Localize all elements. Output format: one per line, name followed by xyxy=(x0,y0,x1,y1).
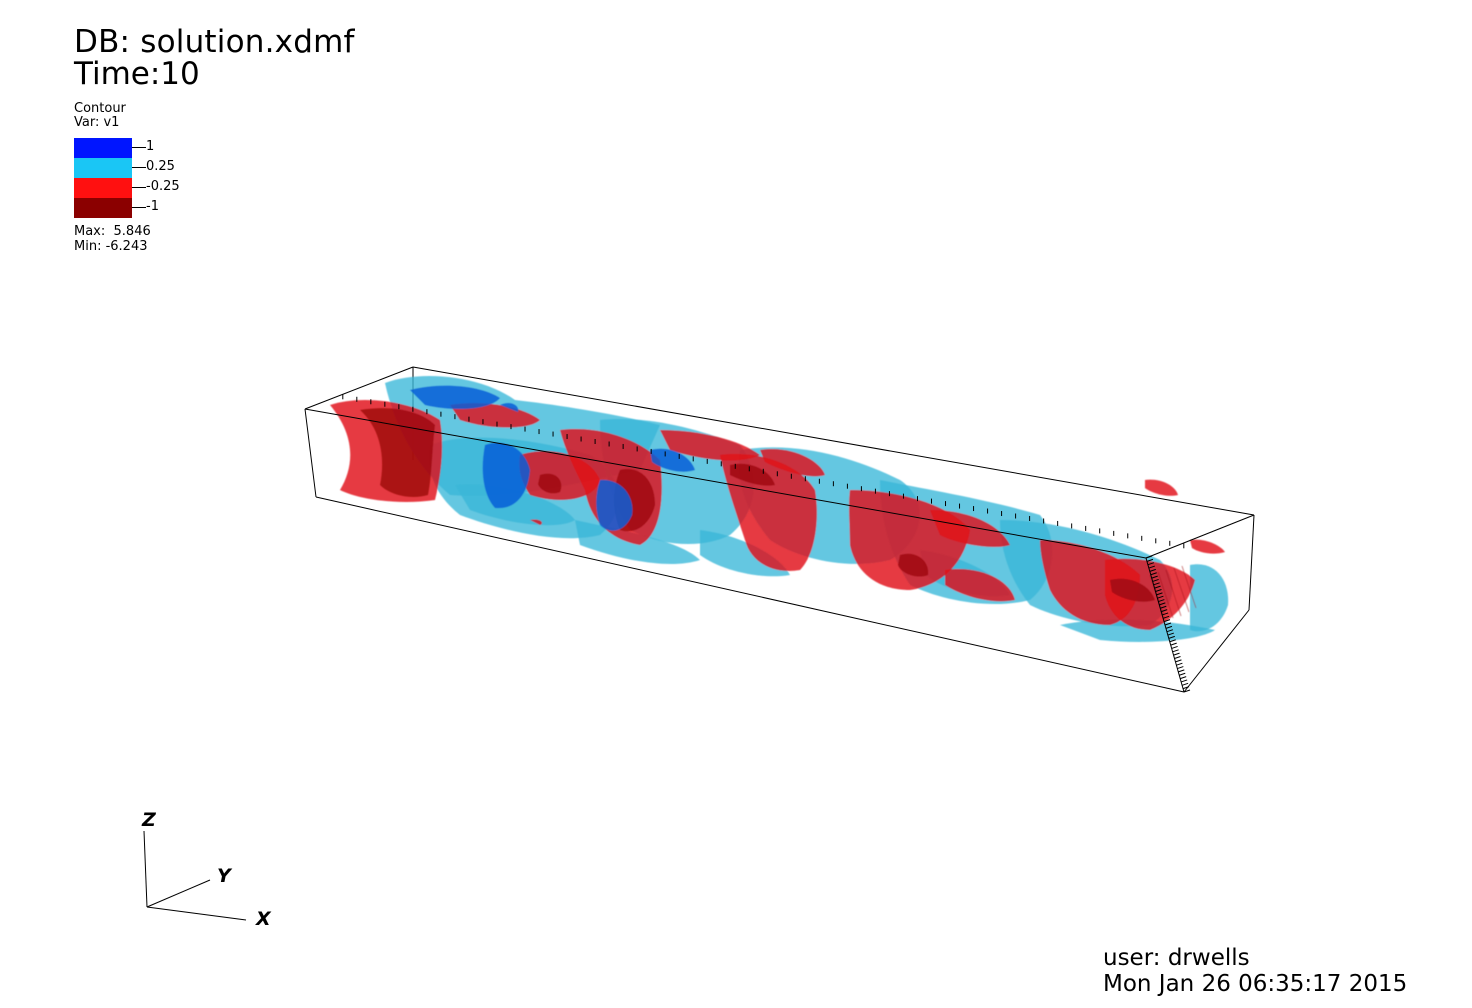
legend-level: -1 xyxy=(74,198,194,218)
axis-tick xyxy=(1156,592,1163,596)
triad-z-axis xyxy=(143,830,148,908)
axis-tick xyxy=(1155,589,1162,592)
axis-tick xyxy=(1151,575,1158,579)
axis-tick xyxy=(1154,585,1161,589)
axis-tick xyxy=(1158,599,1165,603)
axis-ticks xyxy=(342,394,1191,693)
axis-tick xyxy=(1182,686,1190,690)
axis-tick xyxy=(1161,612,1169,616)
axis-tick xyxy=(1180,679,1188,683)
axis-tick xyxy=(1175,659,1182,663)
axis-tick xyxy=(1159,602,1166,606)
legend-swatch xyxy=(74,138,132,158)
legend-min: Min: -6.243 xyxy=(74,239,148,254)
axis-tick xyxy=(1150,572,1157,576)
axis-tick xyxy=(1171,645,1178,649)
axis-tick xyxy=(1172,649,1179,653)
legend-level-label: 0.25 xyxy=(146,159,175,174)
legend-swatch xyxy=(74,178,132,198)
axis-tick xyxy=(1164,622,1172,626)
axis-tick xyxy=(1173,652,1180,656)
axis-tick xyxy=(1178,669,1185,673)
legend-max: Max: 5.846 xyxy=(74,224,151,239)
triad-y-axis xyxy=(146,879,211,908)
legend-level: 0.25 xyxy=(74,158,194,178)
triad-x-label: X xyxy=(255,908,272,930)
triad-y-label: Y xyxy=(217,865,233,887)
legend-level-label: -1 xyxy=(146,199,159,214)
legend-level: 1 xyxy=(74,138,194,158)
axis-tick xyxy=(1149,568,1156,572)
legend-plot-name: Contour xyxy=(74,101,126,116)
axis-tick xyxy=(1176,662,1183,666)
axis-tick xyxy=(1166,629,1174,633)
axis-tick xyxy=(1163,619,1171,623)
contour-isosurfaces xyxy=(330,376,1229,642)
axis-tick xyxy=(1157,595,1164,599)
axis-tick xyxy=(1153,582,1160,586)
user-label: user: drwells xyxy=(1103,945,1250,971)
database-title: DB: solution.xdmf xyxy=(74,24,355,60)
axis-tick xyxy=(1183,689,1191,693)
axis-tick xyxy=(1181,682,1189,686)
axis-tick xyxy=(1148,565,1156,569)
legend-level: -0.25 xyxy=(74,178,194,198)
axis-tick xyxy=(1177,666,1184,670)
axis-tick xyxy=(1170,642,1177,646)
axis-tick xyxy=(1165,625,1173,629)
axis-tick xyxy=(1180,676,1187,680)
legend-swatches: 1 0.25 -0.25 -1 xyxy=(74,138,194,218)
triad-x-axis xyxy=(146,906,247,921)
contour-legend: Contour Var: v1 1 0.25 -0.25 -1 Max: 5.8… xyxy=(74,101,180,254)
axis-tick xyxy=(1146,558,1154,562)
date-label: Mon Jan 26 06:35:17 2015 xyxy=(1103,971,1408,997)
axis-tick xyxy=(1160,605,1167,609)
axis-triad xyxy=(143,830,247,921)
time-label: Time:10 xyxy=(74,56,200,92)
axis-tick xyxy=(1162,615,1170,619)
legend-level-label: -0.25 xyxy=(146,179,180,194)
bounding-box-front xyxy=(304,408,1255,693)
axis-tick xyxy=(1152,578,1159,582)
axis-tick xyxy=(1169,639,1176,643)
legend-swatch xyxy=(74,198,132,218)
axis-tick xyxy=(1147,562,1155,566)
axis-tick xyxy=(1167,632,1175,636)
axis-tick xyxy=(1145,555,1153,559)
axis-tick xyxy=(1168,635,1175,639)
triad-z-label: Z xyxy=(141,809,157,831)
legend-variable: Var: v1 xyxy=(74,115,120,130)
axis-tick xyxy=(1179,672,1186,676)
legend-swatch xyxy=(74,158,132,178)
axis-tick xyxy=(1174,656,1181,659)
axis-tick xyxy=(1161,609,1168,613)
legend-level-label: 1 xyxy=(146,139,155,154)
